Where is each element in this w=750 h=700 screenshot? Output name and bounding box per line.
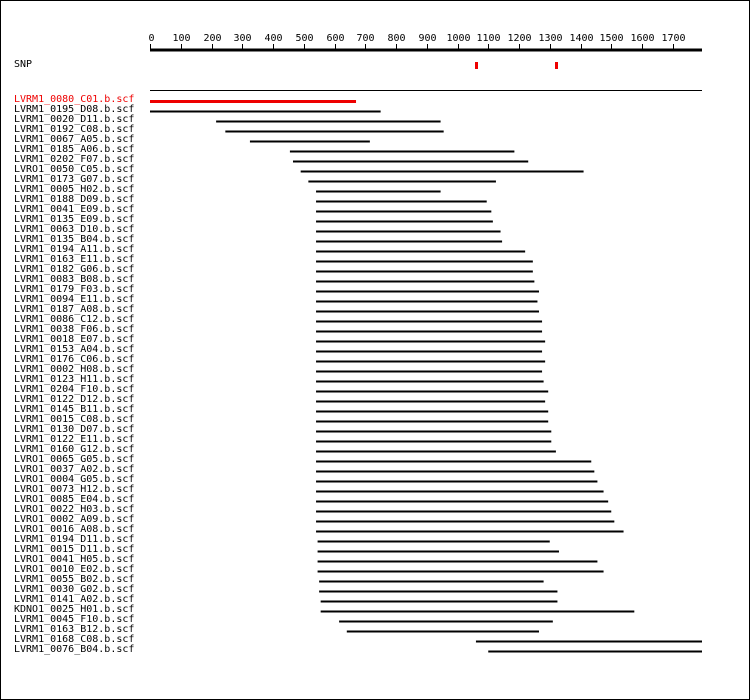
read-name[interactable]: LVRM1_0185_A06.b.scf: [14, 144, 135, 155]
read-name[interactable]: LVRM1_0135_B04.b.scf: [14, 234, 135, 245]
read-name[interactable]: LVRM1_0163_E11.b.scf: [14, 254, 135, 265]
read-name[interactable]: LVRM1_0094_E11.b.scf: [14, 294, 135, 305]
read-name[interactable]: LVRM1_0038_F06.b.scf: [14, 324, 135, 335]
read-name[interactable]: LVRM1_0122_E11.b.scf: [14, 434, 135, 445]
scale-tick-label: 700: [356, 33, 375, 44]
scale-tick-label: 900: [418, 33, 437, 44]
scale-tick-label: 200: [203, 33, 222, 44]
read-name[interactable]: LVRO1_0065_G05.b.scf: [14, 454, 135, 465]
read-name[interactable]: LVRM1_0076_B04.b.scf: [14, 644, 135, 655]
scale-tick-label: 500: [295, 33, 314, 44]
scale-tick-label: 1400: [569, 33, 594, 44]
read-name[interactable]: LVRM1_0192_C08.b.scf: [14, 124, 135, 135]
read-name[interactable]: LVRM1_0030_G02.b.scf: [14, 584, 135, 595]
scale-tick-label: 1300: [538, 33, 563, 44]
read-name[interactable]: LVRO1_0004_G05.b.scf: [14, 474, 135, 485]
read-name[interactable]: KDNO1_0025_H01.b.scf: [14, 604, 135, 615]
read-name[interactable]: LVRM1_0179_F03.b.scf: [14, 284, 135, 295]
read-name[interactable]: LVRM1_0086_C12.b.scf: [14, 314, 135, 325]
scale-tick-label: 400: [264, 33, 283, 44]
read-name[interactable]: LVRO1_0041_H05.b.scf: [14, 554, 135, 565]
scale-tick-label: 1100: [476, 33, 501, 44]
read-name[interactable]: LVRM1_0160_G12.b.scf: [14, 444, 135, 455]
read-name[interactable]: LVRM1_0182_G06.b.scf: [14, 264, 135, 275]
scale-tick-label: 1500: [599, 33, 624, 44]
read-name[interactable]: LVRM1_0045_F10.b.scf: [14, 614, 135, 625]
read-name[interactable]: LVRM1_0130_D07.b.scf: [14, 424, 135, 435]
read-name[interactable]: LVRM1_0002_H08.b.scf: [14, 364, 135, 375]
read-name[interactable]: LVRM1_0188_D09.b.scf: [14, 194, 135, 205]
read-name[interactable]: LVRM1_0122_D12.b.scf: [14, 394, 135, 405]
read-name[interactable]: LVRM1_0153_A04.b.scf: [14, 344, 135, 355]
read-name[interactable]: LVRM1_0195_D08.b.scf: [14, 104, 135, 115]
read-name[interactable]: LVRM1_0194_D11.b.scf: [14, 534, 135, 545]
scale-tick-label: 1200: [507, 33, 532, 44]
read-name[interactable]: LVRM1_0005_H02.b.scf: [14, 184, 135, 195]
scale-tick-label: 0: [148, 33, 155, 44]
scale-tick-label: 300: [233, 33, 252, 44]
read-name[interactable]: LVRM1_0135_E09.b.scf: [14, 214, 135, 225]
scale-tick-label: 1000: [446, 33, 471, 44]
read-name[interactable]: LVRM1_0080_C01.b.scf: [14, 94, 135, 105]
read-name[interactable]: LVRM1_0202_F07.b.scf: [14, 154, 135, 165]
read-name[interactable]: LVRM1_0020_D11.b.scf: [14, 114, 135, 125]
snp-marker[interactable]: [475, 62, 478, 69]
read-name[interactable]: LVRM1_0067_A05.b.scf: [14, 134, 135, 145]
read-name[interactable]: LVRM1_0145_B11.b.scf: [14, 404, 135, 415]
read-name[interactable]: LVRO1_0002_A09.b.scf: [14, 514, 135, 525]
read-name[interactable]: LVRM1_0204_F10.b.scf: [14, 384, 135, 395]
snp-marker[interactable]: [555, 62, 558, 69]
read-name[interactable]: LVRM1_0055_B02.b.scf: [14, 574, 135, 585]
read-name[interactable]: LVRO1_0016_A08.b.scf: [14, 524, 135, 535]
scale-tick-label: 1700: [661, 33, 686, 44]
read-name[interactable]: LVRM1_0187_A08.b.scf: [14, 304, 135, 315]
scale-tick-label: 100: [172, 33, 191, 44]
read-name[interactable]: LVRO1_0050_C05.b.scf: [14, 164, 135, 175]
scale-tick-label: 600: [326, 33, 345, 44]
read-name[interactable]: LVRO1_0010_E02.b.scf: [14, 564, 135, 575]
read-name[interactable]: LVRM1_0194_A11.b.scf: [14, 244, 135, 255]
snp-track-label: SNP: [14, 59, 33, 70]
read-name[interactable]: LVRO1_0085_E04.b.scf: [14, 494, 135, 505]
read-name[interactable]: LVRM1_0176_C06.b.scf: [14, 354, 135, 365]
read-name[interactable]: LVRM1_0083_B08.b.scf: [14, 274, 135, 285]
read-name[interactable]: LVRM1_0123_H11.b.scf: [14, 374, 135, 385]
read-name[interactable]: LVRM1_0173_G07.b.scf: [14, 174, 135, 185]
read-name[interactable]: LVRM1_0015_D11.b.scf: [14, 544, 135, 555]
read-name[interactable]: LVRM1_0163_B12.b.scf: [14, 624, 135, 635]
read-name[interactable]: LVRM1_0168_C08.b.scf: [14, 634, 135, 645]
read-name[interactable]: LVRO1_0022_H03.b.scf: [14, 504, 135, 515]
read-name[interactable]: LVRM1_0015_C08.b.scf: [14, 414, 135, 425]
read-name[interactable]: LVRO1_0037_A02.b.scf: [14, 464, 135, 475]
scale-tick-label: 800: [387, 33, 406, 44]
read-name[interactable]: LVRO1_0073_H12.b.scf: [14, 484, 135, 495]
read-name[interactable]: LVRM1_0041_E09.b.scf: [14, 204, 135, 215]
scale-tick-label: 1600: [630, 33, 655, 44]
read-name[interactable]: LVRM1_0063_D10.b.scf: [14, 224, 135, 235]
read-name[interactable]: LVRM1_0018_E07.b.scf: [14, 334, 135, 345]
read-name[interactable]: LVRM1_0141_A02.b.scf: [14, 594, 135, 605]
